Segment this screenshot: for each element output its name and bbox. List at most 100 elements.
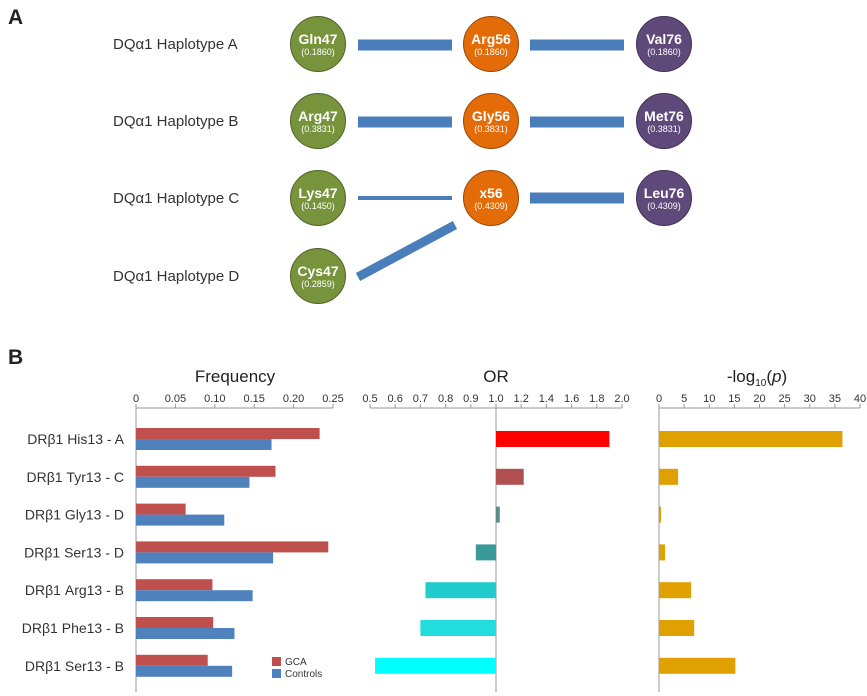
frequency-tick-label: 0 — [133, 393, 139, 405]
node-lys47: Lys47 (0.1450) — [290, 170, 346, 226]
legend-controls-label: Controls — [285, 669, 322, 680]
haplotype-a-label: DQα1 Haplotype A — [113, 36, 238, 53]
or-tick-label: 1.6 — [564, 393, 579, 405]
bar-logp — [659, 506, 661, 523]
category-label: DRβ1 Ser13 - B — [25, 658, 124, 674]
bar-gca — [136, 654, 208, 666]
logp-tick-label: 10 — [703, 393, 715, 405]
bar-or — [420, 620, 496, 636]
or-tick-label: 1.0 — [488, 393, 503, 405]
bar-logp — [659, 431, 843, 447]
node-name: Val76 — [646, 30, 682, 47]
node-freq: (0.4309) — [474, 200, 508, 211]
bar-or — [496, 468, 524, 485]
node-name: Gly56 — [471, 107, 511, 124]
bar-or — [425, 582, 496, 599]
node-name: Lys47 — [298, 184, 338, 201]
category-label: DRβ1 Gly13 - D — [25, 507, 124, 523]
logp-tick-label: 15 — [728, 393, 740, 405]
frequency-tick-label: 0.05 — [165, 393, 186, 405]
or-tick-label: 0.7 — [413, 393, 428, 405]
bar-logp — [659, 582, 692, 599]
or-tick-label: 1.8 — [589, 393, 604, 405]
node-name: x56 — [479, 184, 503, 201]
node-name: Met76 — [644, 107, 684, 124]
or-title: OR — [483, 367, 509, 386]
haplotype-d-label: DQα1 Haplotype D — [113, 268, 240, 285]
bar-gca — [136, 541, 329, 553]
bar-controls — [136, 628, 235, 639]
frequency-tick-label: 0.20 — [283, 393, 304, 405]
logp-tick-label: 25 — [779, 393, 791, 405]
node-val76: Val76 (0.1860) — [636, 16, 692, 72]
node-name: Leu76 — [643, 184, 685, 201]
bar-gca — [136, 503, 186, 515]
node-freq: (0.1450) — [301, 200, 335, 211]
bar-controls — [136, 552, 274, 564]
node-x56: x56 (0.4309) — [463, 170, 519, 226]
node-freq: (0.1860) — [301, 46, 335, 57]
haplotype-c-label: DQα1 Haplotype C — [113, 190, 240, 207]
bar-controls — [136, 439, 272, 450]
or-tick-label: 0.9 — [463, 393, 478, 405]
node-freq: (0.4309) — [647, 200, 681, 211]
node-name: Arg56 — [471, 30, 511, 47]
category-label: DRβ1 Ser13 - D — [24, 544, 124, 560]
or-tick-label: 0.6 — [388, 393, 403, 405]
bar-gca — [136, 465, 276, 477]
logp-tick-label: 0 — [656, 393, 662, 405]
node-met76: Met76 (0.3831) — [636, 93, 692, 149]
node-freq: (0.3831) — [301, 123, 335, 134]
link-d-1 — [355, 221, 458, 281]
bar-or — [496, 431, 610, 447]
logp-tick-label: 40 — [854, 393, 866, 405]
node-name: Gln47 — [298, 30, 338, 47]
or-tick-label: 2.0 — [614, 393, 629, 405]
node-freq: (0.2859) — [301, 278, 335, 289]
bar-logp — [659, 544, 666, 561]
bar-logp — [659, 468, 679, 485]
bar-gca — [136, 617, 214, 628]
bar-or — [496, 506, 500, 523]
bar-logp — [659, 657, 736, 674]
haplotype-links — [355, 39, 624, 281]
haplotype-b-label: DQα1 Haplotype B — [113, 113, 239, 130]
bar-logp — [659, 620, 695, 636]
bar-gca — [136, 579, 213, 591]
bar-controls — [136, 590, 253, 602]
logp-title: -log10(p) — [727, 367, 787, 389]
node-freq: (0.1860) — [474, 46, 508, 57]
legend-gca-label: GCA — [285, 657, 307, 668]
node-arg56: Arg56 (0.1860) — [463, 16, 519, 72]
logp-tick-label: 5 — [681, 393, 687, 405]
bar-controls — [136, 665, 233, 677]
legend-controls-swatch — [272, 669, 281, 678]
bar-or — [375, 657, 496, 674]
legend-gca-swatch — [272, 657, 281, 666]
or-tick-label: 1.2 — [514, 393, 529, 405]
category-label: DRβ1 Tyr13 - C — [26, 469, 124, 485]
logp-tick-label: 35 — [829, 393, 841, 405]
node-gly56: Gly56 (0.3831) — [463, 93, 519, 149]
bar-gca — [136, 428, 320, 439]
node-cys47: Cys47 (0.2859) — [290, 248, 346, 304]
category-label: DRβ1 His13 - A — [27, 431, 124, 447]
frequency-title: Frequency — [195, 367, 276, 386]
node-freq: (0.1860) — [647, 46, 681, 57]
or-tick-label: 0.5 — [362, 393, 377, 405]
panel-a-letter: A — [8, 6, 24, 29]
bar-or — [475, 544, 496, 561]
frequency-tick-label: 0.25 — [322, 393, 343, 405]
frequency-tick-label: 0.15 — [243, 393, 264, 405]
frequency-tick-label: 0.10 — [204, 393, 225, 405]
bar-controls — [136, 476, 250, 488]
logp-tick-label: 20 — [753, 393, 765, 405]
node-name: Cys47 — [297, 262, 339, 279]
bar-controls — [136, 514, 225, 526]
node-name: Arg47 — [298, 107, 338, 124]
node-leu76: Leu76 (0.4309) — [636, 170, 692, 226]
node-gln47: Gln47 (0.1860) — [290, 16, 346, 72]
node-freq: (0.3831) — [647, 123, 681, 134]
category-label: DRβ1 Phe13 - B — [22, 620, 124, 636]
